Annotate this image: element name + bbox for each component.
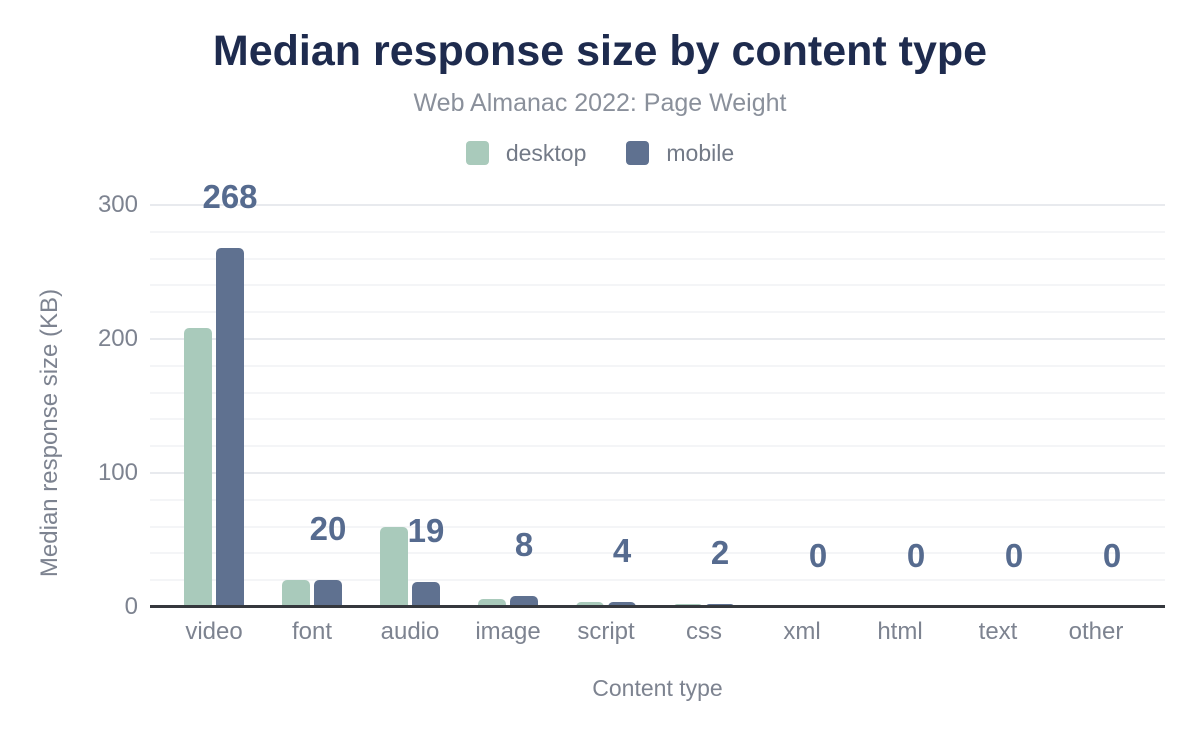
value-label-font: 20 <box>309 510 347 548</box>
x-tick-label-xml: xml <box>783 618 821 645</box>
gridline-minor-60 <box>150 525 1165 528</box>
y-tick-label-200: 200 <box>97 325 138 352</box>
x-tick-label-script: script <box>577 618 635 645</box>
bar-mobile-image[interactable] <box>510 596 538 607</box>
value-label-xml: 0 <box>808 537 828 574</box>
y-tick-label-300: 300 <box>97 191 138 218</box>
legend-label-desktop: desktop <box>505 139 587 166</box>
x-tick-label-html: html <box>877 618 923 645</box>
gridline-minor-220 <box>150 311 1165 314</box>
value-label-other: 0 <box>1102 537 1122 574</box>
chart-title: Median response size by content type <box>212 27 988 75</box>
y-axis-title: Median response size (KB) <box>36 288 63 578</box>
legend-item-desktop[interactable]: desktop <box>465 139 587 166</box>
gridline-minor-280 <box>150 230 1165 233</box>
y-tick-label-100: 100 <box>97 459 138 486</box>
x-tick-label-css: css <box>686 618 722 645</box>
bar-mobile-font[interactable] <box>314 580 342 607</box>
value-label-text: 0 <box>1004 537 1024 574</box>
chart-subtitle: Web Almanac 2022: Page Weight <box>413 89 787 117</box>
legend-item-mobile[interactable]: mobile <box>626 141 734 165</box>
value-label-image: 8 <box>514 526 534 564</box>
gridline-minor-180 <box>150 364 1165 367</box>
x-tick-label-audio: audio <box>380 618 440 645</box>
value-label-audio: 19 <box>407 511 445 549</box>
gridline-minor-80 <box>150 498 1165 501</box>
gridline-minor-20 <box>150 579 1165 582</box>
bar-desktop-video[interactable] <box>184 328 212 607</box>
x-tick-label-other: other <box>1068 618 1124 645</box>
gridline-major-300 <box>150 204 1165 206</box>
bar-desktop-image[interactable] <box>478 598 506 607</box>
value-label-script: 4 <box>612 531 632 569</box>
gridline-minor-40 <box>150 552 1165 555</box>
value-label-video: 268 <box>202 177 258 215</box>
x-axis-title: Content type <box>592 675 723 701</box>
gridline-minor-160 <box>150 391 1165 394</box>
mobile-swatch-icon <box>626 141 650 165</box>
legend-label-mobile: mobile <box>666 139 735 166</box>
bar-desktop-font[interactable] <box>282 580 310 607</box>
gridline-minor-120 <box>150 445 1165 448</box>
y-tick-label-0: 0 <box>124 593 138 620</box>
x-tick-label-font: font <box>291 618 333 645</box>
x-tick-label-image: image <box>475 618 541 645</box>
value-label-css: 2 <box>710 534 730 572</box>
desktop-swatch-icon <box>465 141 489 165</box>
gridline-major-100 <box>150 472 1165 474</box>
bar-mobile-script[interactable] <box>608 601 636 607</box>
gridline-minor-260 <box>150 257 1165 260</box>
bar-desktop-audio[interactable] <box>380 526 408 607</box>
x-axis-line <box>150 605 1165 608</box>
bar-mobile-audio[interactable] <box>412 581 440 607</box>
value-label-html: 0 <box>906 537 926 574</box>
gridline-minor-240 <box>150 284 1165 287</box>
bar-desktop-script[interactable] <box>576 601 604 607</box>
x-tick-label-text: text <box>978 618 1018 645</box>
gridline-minor-140 <box>150 418 1165 421</box>
legend: desktop mobile <box>0 141 1200 165</box>
gridline-major-200 <box>150 338 1165 340</box>
x-tick-label-video: video <box>185 618 243 645</box>
bar-mobile-video[interactable] <box>216 247 244 607</box>
